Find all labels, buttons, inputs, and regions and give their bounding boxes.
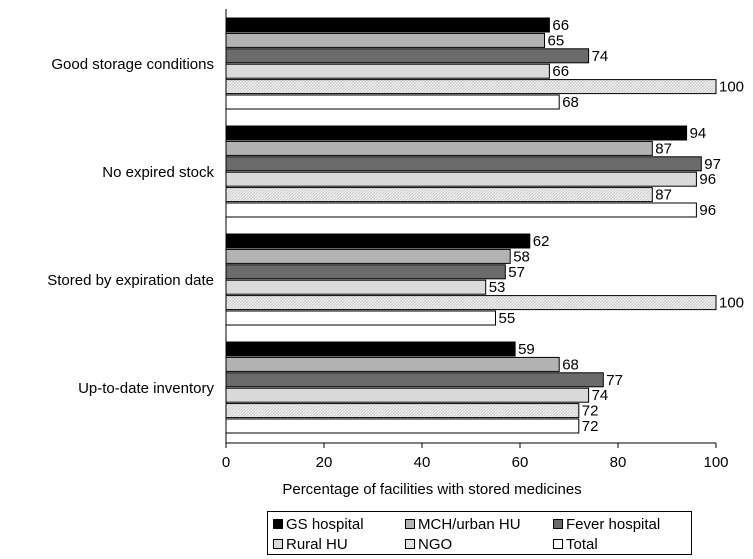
bar bbox=[225, 125, 688, 141]
chart-legend: GS hospital MCH/urban HU Fever hospital … bbox=[267, 511, 692, 555]
bar-value-label: 87 bbox=[655, 187, 672, 204]
legend-label: MCH/urban HU bbox=[418, 515, 521, 533]
bar-value-label: 66 bbox=[552, 63, 569, 80]
bar bbox=[225, 372, 604, 388]
x-tick-label: 80 bbox=[610, 454, 627, 471]
bar bbox=[225, 279, 487, 295]
bar-value-label: 57 bbox=[508, 264, 525, 281]
legend-item-ngo: NGO bbox=[405, 535, 452, 553]
x-tick-label: 100 bbox=[703, 454, 728, 471]
bar bbox=[225, 94, 560, 110]
bar-value-label: 94 bbox=[690, 125, 707, 142]
category-label: Up-to-date inventory bbox=[78, 380, 214, 397]
bar-value-label: 74 bbox=[592, 387, 609, 404]
axes-group bbox=[225, 9, 716, 444]
legend-item-fever-hospital: Fever hospital bbox=[553, 515, 660, 533]
category-label: No expired stock bbox=[102, 164, 214, 181]
legend-item-gs-hospital: GS hospital bbox=[273, 515, 364, 533]
bar bbox=[225, 202, 697, 218]
bar bbox=[225, 32, 545, 48]
bar bbox=[225, 48, 590, 64]
legend-label: Total bbox=[566, 535, 598, 553]
bar bbox=[225, 356, 560, 372]
legend-label: GS hospital bbox=[286, 515, 364, 533]
bar-value-label: 96 bbox=[699, 171, 716, 188]
bar-value-label: 100 bbox=[719, 295, 744, 312]
bar-value-label: 87 bbox=[655, 140, 672, 157]
bar bbox=[225, 233, 531, 249]
bar bbox=[225, 63, 550, 79]
legend-item-mch-urban-hu: MCH/urban HU bbox=[405, 515, 521, 533]
legend-swatch bbox=[553, 539, 563, 549]
bar-value-label: 72 bbox=[582, 418, 599, 435]
bar bbox=[225, 248, 511, 264]
bar-value-label: 97 bbox=[704, 156, 721, 173]
bar-value-label: 68 bbox=[562, 356, 579, 373]
bar bbox=[225, 79, 717, 95]
legend-swatch bbox=[553, 519, 563, 529]
category-label: Good storage conditions bbox=[51, 56, 214, 73]
legend-swatch bbox=[405, 539, 415, 549]
legend-label: NGO bbox=[418, 535, 453, 553]
legend-swatch bbox=[273, 519, 283, 529]
legend-item-total: Total bbox=[553, 535, 598, 553]
bar-value-label: 74 bbox=[592, 48, 609, 65]
category-label: Stored by expiration date bbox=[47, 272, 214, 289]
legend-swatch bbox=[273, 539, 283, 549]
category-labels-group: Good storage conditions No expired stock S… bbox=[47, 56, 214, 397]
legend-label: Fever hospital bbox=[566, 515, 661, 533]
bar-value-label: 59 bbox=[518, 341, 535, 358]
x-axis-title: Percentage of facilities with stored med… bbox=[282, 481, 581, 498]
bar-value-label: 77 bbox=[606, 372, 623, 389]
bar bbox=[225, 403, 580, 419]
bar-value-label: 96 bbox=[699, 202, 716, 219]
bar bbox=[225, 387, 590, 403]
x-tick-label: 60 bbox=[512, 454, 529, 471]
bar bbox=[225, 171, 697, 187]
bar bbox=[225, 310, 496, 326]
legend-swatch bbox=[405, 519, 415, 529]
bar-value-label: 66 bbox=[552, 17, 569, 34]
bar bbox=[225, 341, 516, 357]
bar-value-label: 72 bbox=[582, 403, 599, 420]
bars-group bbox=[225, 17, 717, 434]
bar bbox=[225, 295, 717, 311]
bar bbox=[225, 418, 580, 434]
bar-value-label: 55 bbox=[499, 310, 516, 327]
bar-value-label: 62 bbox=[533, 233, 550, 250]
x-ticks-group: 0 20 40 60 80 100 bbox=[222, 443, 729, 471]
legend-label: Rural HU bbox=[286, 535, 348, 553]
bar bbox=[225, 17, 550, 33]
x-tick-label: 20 bbox=[316, 454, 333, 471]
bar-value-label: 65 bbox=[548, 32, 565, 49]
x-tick-label: 40 bbox=[414, 454, 431, 471]
x-tick-label: 0 bbox=[222, 454, 230, 471]
bar-value-label: 58 bbox=[513, 248, 530, 265]
value-labels-group: 6665746610068948797968796625857531005559… bbox=[489, 17, 744, 435]
bar-value-label: 53 bbox=[489, 279, 506, 296]
bar bbox=[225, 156, 702, 172]
bar bbox=[225, 140, 653, 156]
bar bbox=[225, 187, 653, 203]
legend-item-rural-hu: Rural HU bbox=[273, 535, 348, 553]
bar bbox=[225, 264, 506, 280]
bar-value-label: 68 bbox=[562, 94, 579, 111]
bar-value-label: 100 bbox=[719, 79, 744, 96]
